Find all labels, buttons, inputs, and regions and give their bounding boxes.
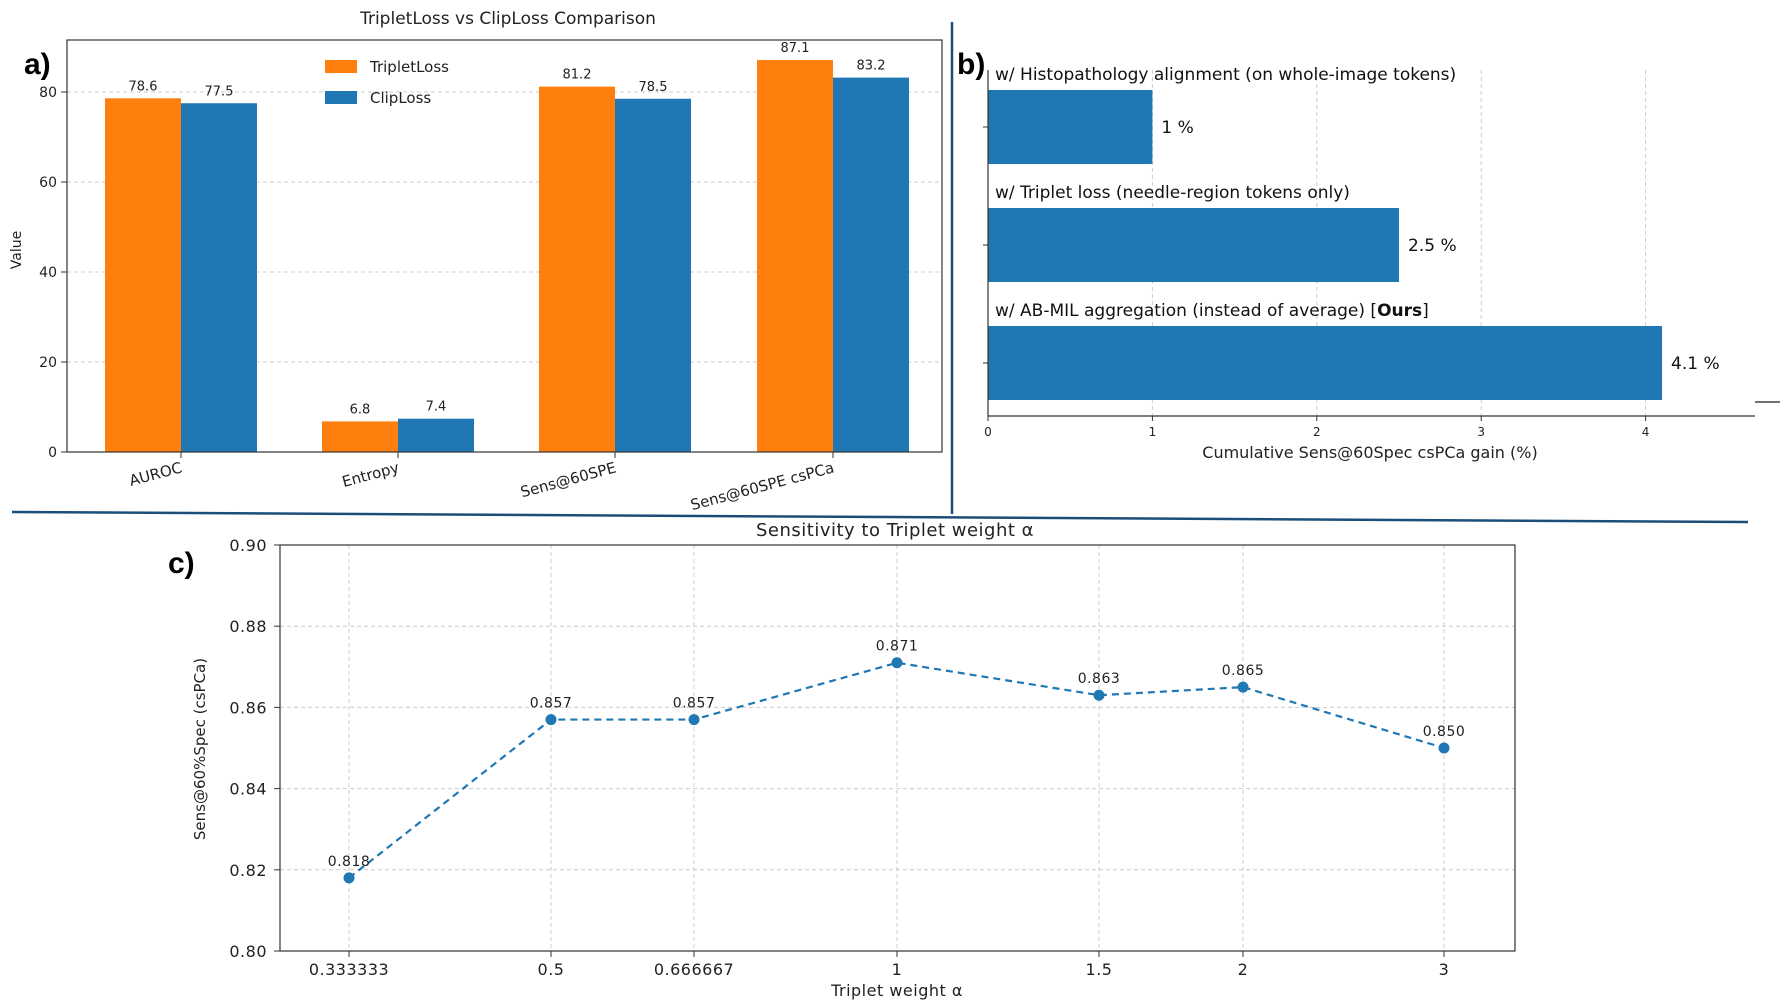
chart-b-bar-label: w/ AB-MIL aggregation (instead of averag…	[995, 301, 1429, 321]
chart-c-data-label: 0.818	[328, 854, 371, 870]
chart-a-ytick-label: 60	[39, 175, 57, 191]
legend-label-tripletloss: TripletLoss	[369, 58, 449, 76]
chart-c-ytick-label: 0.82	[229, 861, 267, 880]
chart-c-data-label: 0.865	[1222, 663, 1265, 679]
chart-a-ytick-label: 80	[39, 85, 57, 101]
chart-c-ytick-label: 0.90	[229, 536, 267, 555]
chart-c-point	[688, 714, 700, 726]
chart-b-bar-label: w/ Histopathology alignment (on whole-im…	[995, 65, 1456, 85]
chart-b-xlabel: Cumulative Sens@60Spec csPCa gain (%)	[1202, 443, 1537, 462]
chart-c-data-label: 0.863	[1078, 671, 1121, 687]
chart-a-bar-tripletloss	[322, 421, 398, 452]
chart-b-xtick-label: 0	[984, 425, 992, 439]
panel-c-letter: c)	[168, 547, 195, 580]
chart-a-bar-cliploss	[181, 103, 257, 452]
chart-c-xtick-label: 0.666667	[654, 960, 734, 979]
chart-a-bar-cliploss	[398, 418, 474, 452]
chart-b-bar	[988, 90, 1153, 164]
chart-b-bar-label: w/ Triplet loss (needle-region tokens on…	[995, 183, 1350, 203]
chart-a-bar-cliploss	[615, 98, 691, 452]
chart-c-ytick-label: 0.80	[229, 942, 267, 961]
chart-c-xtick-label: 0.5	[538, 960, 565, 979]
chart-c-xlabel: Triplet weight α	[830, 981, 963, 1000]
chart-a-data-label: 6.8	[350, 402, 371, 417]
chart-b-xtick-label: 1	[1149, 425, 1157, 439]
panel-a-letter: a)	[24, 48, 51, 81]
chart-a-data-label: 77.5	[205, 84, 234, 99]
chart-a-bar-tripletloss	[539, 86, 615, 452]
chart-b-bar	[988, 208, 1399, 282]
chart-c-point	[545, 714, 557, 726]
chart-a-bar-cliploss	[833, 77, 909, 452]
chart-c-data-label: 0.857	[673, 696, 716, 712]
chart-c-data-label: 0.871	[876, 639, 919, 655]
chart-a-xtick-label: AUROC	[127, 458, 184, 489]
chart-a-data-label: 81.2	[563, 68, 592, 83]
chart-b-xtick-label: 3	[1477, 425, 1485, 439]
chart-b-value-label: 2.5 %	[1408, 236, 1457, 256]
chart-c-xtick-label: 1	[892, 960, 903, 979]
chart-a-data-label: 7.4	[426, 400, 447, 415]
chart-c-point	[343, 872, 355, 884]
chart-b-bar	[988, 326, 1663, 400]
chart-c-ylabel: Sens@60%Spec (csPCa)	[191, 658, 209, 840]
chart-c-data-label: 0.850	[1423, 724, 1466, 740]
chart-a-bar-tripletloss	[105, 98, 181, 453]
chart-c-ytick-label: 0.84	[229, 780, 267, 799]
panel-b-letter: b)	[957, 48, 985, 81]
chart-a-data-label: 83.2	[857, 59, 886, 74]
panel-a-chart: a) TripletLoss vs ClipLoss Comparison 0 2…	[9, 9, 943, 514]
chart-c-xtick-label: 2	[1238, 960, 1249, 979]
chart-a-ylabel: Value	[9, 231, 25, 269]
chart-c-xtick-label: 1.5	[1086, 960, 1113, 979]
chart-c-point	[891, 657, 903, 669]
panel-b-chart: b) 1 % w/ Histopathology alignment (on wh…	[957, 48, 1755, 462]
chart-a-ytick-label: 40	[39, 265, 57, 281]
divider-horizontal	[11, 510, 1749, 524]
chart-b-ours-tag: Ours	[1377, 301, 1422, 321]
chart-a-xtick-label: Sens@60SPE csPCa	[689, 458, 836, 514]
chart-c-point	[1093, 689, 1105, 701]
legend-label-cliploss: ClipLoss	[370, 89, 431, 107]
chart-a-plot-frame	[66, 39, 943, 453]
chart-a-xtick-label: Sens@60SPE	[519, 458, 619, 501]
chart-a-data-label: 78.5	[639, 80, 668, 95]
chart-b-xtick-label: 2	[1313, 425, 1321, 439]
chart-c-ytick-label: 0.88	[229, 617, 267, 636]
chart-a-data-label: 87.1	[781, 41, 810, 56]
chart-c-data-label: 0.857	[530, 696, 573, 712]
chart-b-xtick-label: 4	[1642, 425, 1650, 439]
legend-swatch-tripletloss	[325, 60, 357, 73]
chart-c-point	[1438, 742, 1450, 754]
chart-c-ytick-label: 0.86	[229, 698, 267, 717]
chart-c-xtick-label: 0.333333	[309, 960, 389, 979]
chart-c-xtick-label: 3	[1439, 960, 1450, 979]
chart-a-data-label: 78.6	[129, 79, 158, 94]
chart-a-title: TripletLoss vs ClipLoss Comparison	[359, 9, 656, 29]
chart-a-bar-tripletloss	[757, 60, 833, 453]
chart-a-legend: TripletLoss ClipLoss	[325, 58, 449, 107]
panel-c-chart: c) Sensitivity to Triplet weight α 0.818…	[168, 520, 1516, 1000]
chart-c-title: Sensitivity to Triplet weight α	[756, 520, 1034, 541]
chart-a-xtick-label: Entropy	[340, 458, 401, 491]
chart-a-ytick-label: 20	[39, 355, 57, 371]
chart-a-ytick-label: 0	[48, 445, 57, 461]
chart-c-point	[1237, 681, 1249, 693]
legend-swatch-cliploss	[325, 91, 357, 104]
chart-b-value-label: 1 %	[1161, 118, 1193, 138]
chart-b-value-label: 4.1 %	[1671, 354, 1720, 374]
